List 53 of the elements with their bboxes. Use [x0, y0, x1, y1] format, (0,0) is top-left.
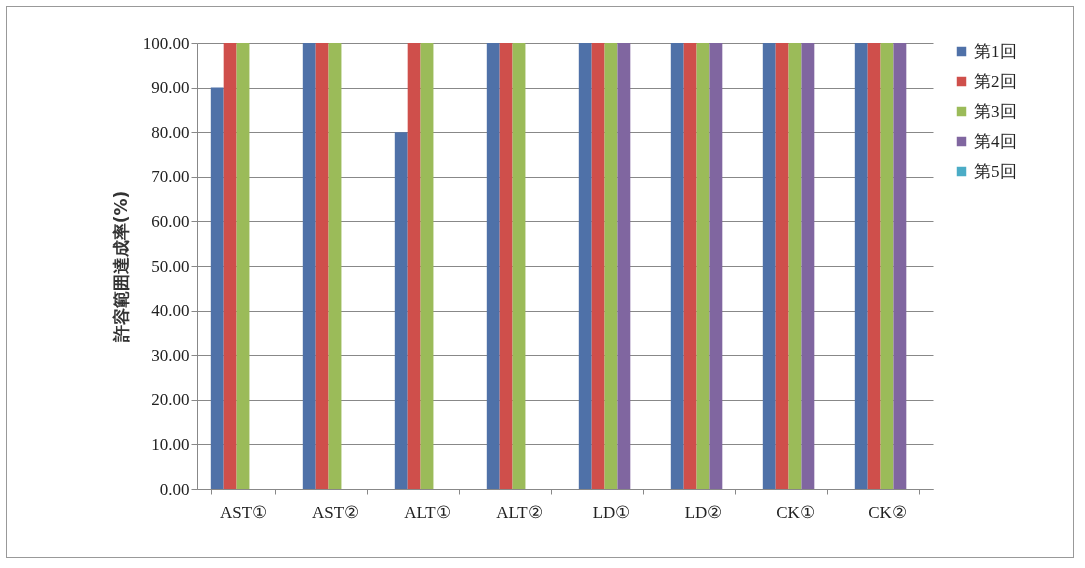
bar — [420, 43, 434, 489]
bar — [499, 43, 513, 489]
y-tick-label: 20.00 — [151, 390, 190, 410]
bar — [709, 43, 723, 489]
bar — [236, 43, 250, 489]
x-tick-label: LD② — [684, 502, 723, 522]
legend-label: 第2回 — [974, 71, 1017, 91]
x-tick-label: LD① — [592, 502, 631, 522]
bar — [893, 43, 907, 489]
legend-label: 第4回 — [974, 131, 1017, 151]
bar — [210, 87, 224, 489]
bar — [683, 43, 697, 489]
legend-label: 第5回 — [974, 161, 1017, 181]
y-tick-label: 0.00 — [159, 479, 190, 499]
bar — [775, 43, 789, 489]
bar — [578, 43, 592, 489]
y-tick-label: 10.00 — [151, 434, 190, 454]
x-tick-label: CK② — [868, 502, 907, 522]
y-tick-label: 40.00 — [151, 301, 190, 321]
bar — [328, 43, 342, 489]
y-axis-title: 許容範囲達成率(%) — [110, 190, 131, 344]
bar — [604, 43, 618, 489]
bar — [867, 43, 881, 489]
bar — [696, 43, 710, 489]
y-tick-label: 50.00 — [151, 256, 190, 276]
bar — [302, 43, 316, 489]
legend-label: 第1回 — [974, 41, 1017, 61]
x-tick-label: ALT② — [496, 502, 543, 522]
bar — [788, 43, 802, 489]
y-tick-label: 90.00 — [151, 78, 190, 98]
bar — [394, 132, 408, 489]
bar — [801, 43, 815, 489]
x-tick-label: AST① — [219, 502, 268, 522]
x-tick-label: CK① — [776, 502, 815, 522]
y-tick-label: 60.00 — [151, 211, 190, 231]
bar — [407, 43, 421, 489]
bar — [617, 43, 631, 489]
bar — [670, 43, 684, 489]
y-tick-label: 100.00 — [142, 33, 190, 53]
x-tick-label: AST② — [311, 502, 360, 522]
bar — [880, 43, 894, 489]
y-tick-label: 80.00 — [151, 122, 190, 142]
bar — [223, 43, 237, 489]
y-tick-label: 70.00 — [151, 167, 190, 187]
bar — [512, 43, 526, 489]
bar — [854, 43, 868, 489]
y-tick-label: 30.00 — [151, 345, 190, 365]
bar — [486, 43, 500, 489]
bar — [315, 43, 329, 489]
legend-label: 第3回 — [974, 101, 1017, 121]
x-tick-label: ALT① — [404, 502, 451, 522]
bar — [762, 43, 776, 489]
bar — [591, 43, 605, 489]
